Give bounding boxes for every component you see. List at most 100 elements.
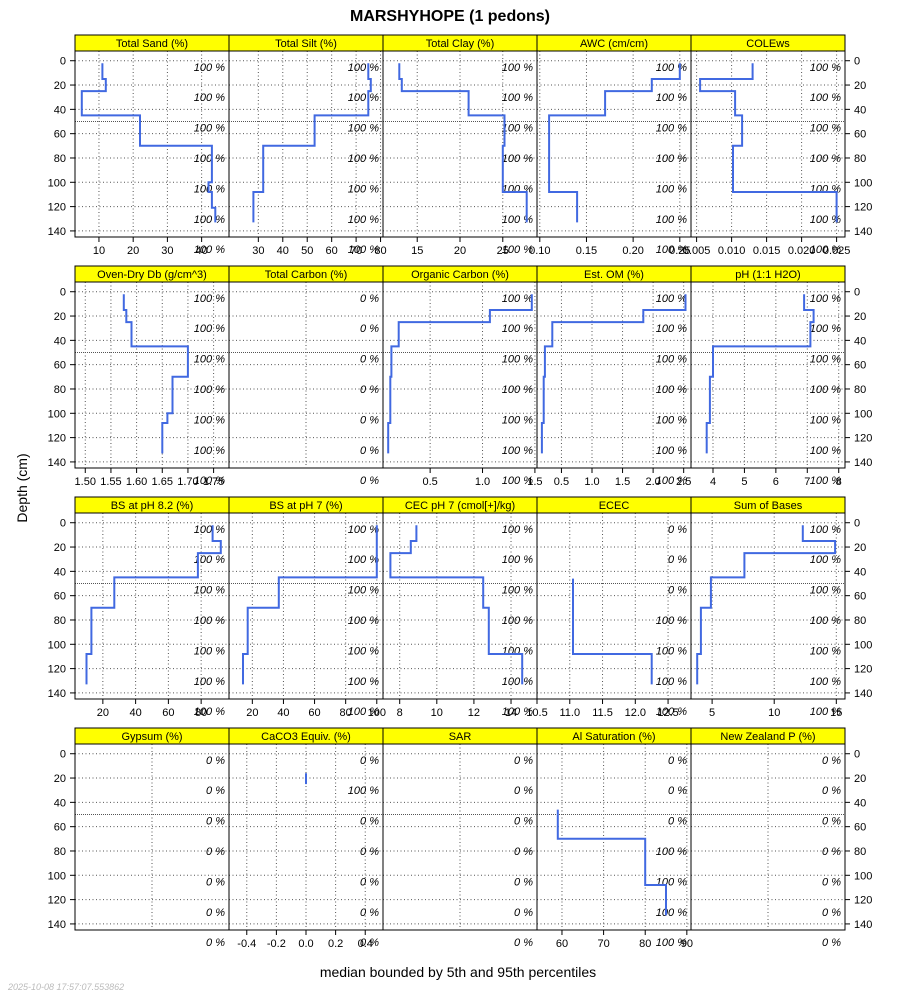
y-axis-title: Depth (cm) — [14, 453, 30, 522]
x-tick-label: 0.025 — [823, 245, 851, 257]
panel-background — [75, 51, 229, 237]
depth-tick-label: 20 — [54, 311, 66, 323]
sample-fraction-label: 100 % — [194, 676, 225, 688]
x-tick-label: 0.5 — [554, 476, 569, 488]
sample-fraction-label: 0 % — [514, 937, 533, 949]
sample-fraction-label: 100 % — [810, 475, 841, 487]
x-tick-label: 15 — [411, 245, 423, 257]
median-profile-line — [85, 525, 222, 685]
depth-tick-label: 0 — [60, 56, 66, 68]
panel-frame — [690, 512, 846, 700]
panel-0: 100 % 100 % 100 % 100 % 100 % 100 % 100 % Total… — [48, 34, 230, 257]
x-tick-label: 80 — [195, 707, 207, 719]
sample-fraction-label: 0 % — [206, 907, 225, 919]
depth-tick-label: 140 — [854, 919, 872, 931]
sample-fraction-label: 100 % — [502, 554, 533, 566]
depth-tick-label: 40 — [854, 566, 866, 578]
median-profile-line — [556, 809, 667, 916]
panel-16: 0 % 100 % 0 % 0 % 0 % 0 % 0 % CaCO3 Equiv. (%) -… — [228, 727, 384, 950]
sample-fraction-label: 100 % — [348, 585, 379, 597]
depth-tick-label: 0 — [854, 56, 860, 68]
panel-9: 100 % 100 % 100 % 100 % 100 % 100 % 100 % pH (1… — [690, 265, 872, 488]
sample-fraction-label: 100 % — [810, 214, 841, 226]
median-profile-line — [80, 63, 217, 223]
median-profile-line — [572, 578, 653, 685]
x-tick-label: 0.20 — [622, 245, 643, 257]
depth-tick-label: 80 — [854, 153, 866, 165]
sample-fraction-label: 100 % — [656, 92, 687, 104]
sample-fraction-label: 0 % — [206, 785, 225, 797]
x-tick-label: 0.020 — [788, 245, 816, 257]
panel-background — [229, 513, 383, 699]
x-tick-label: 5 — [741, 476, 747, 488]
sample-fraction-label: 100 % — [810, 92, 841, 104]
depth-tick-label: 0 — [60, 518, 66, 530]
sample-fraction-label: 100 % — [502, 323, 533, 335]
sample-fraction-label: 100 % — [656, 445, 687, 457]
sample-fraction-label: 100 % — [194, 244, 225, 256]
x-tick-label: 1.55 — [100, 476, 121, 488]
sample-fraction-label: 100 % — [348, 524, 379, 536]
panel-background — [229, 51, 383, 237]
strip-label: Organic Carbon (%) — [411, 269, 509, 281]
x-tick-label: 80 — [639, 938, 651, 950]
sample-fraction-label: 0 % — [514, 846, 533, 858]
x-tick-label: 1.75 — [203, 476, 224, 488]
strip-label: Total Silt (%) — [275, 38, 337, 50]
x-tick-label: 6 — [773, 476, 779, 488]
sample-fraction-label: 100 % — [348, 92, 379, 104]
sample-fraction-label: 100 % — [194, 354, 225, 366]
sample-fraction-label: 100 % — [348, 645, 379, 657]
sample-fraction-label: 100 % — [502, 92, 533, 104]
x-tick-label: 40 — [277, 707, 289, 719]
median-profile-line — [398, 63, 528, 223]
sample-fraction-label: 100 % — [656, 62, 687, 74]
depth-tick-label: 60 — [854, 129, 866, 141]
x-tick-label: 10 — [431, 707, 443, 719]
depth-tick-label: 60 — [854, 822, 866, 834]
panel-grid-lines — [383, 513, 537, 699]
x-tick-label: 0.2 — [328, 938, 343, 950]
panel-1: 100 % 100 % 100 % 100 % 100 % 100 % 100 % Total… — [228, 34, 387, 257]
depth-tick-label: 140 — [48, 688, 66, 700]
x-tick-label: 60 — [162, 707, 174, 719]
depth-tick-label: 80 — [54, 153, 66, 165]
sample-fraction-label: 100 % — [810, 323, 841, 335]
panel-background — [537, 282, 691, 468]
sample-fraction-label: 0 % — [822, 755, 841, 767]
sample-fraction-label: 100 % — [656, 615, 687, 627]
x-tick-label: 12.0 — [625, 707, 646, 719]
sample-fraction-label: 100 % — [502, 445, 533, 457]
panel-grid-lines — [75, 744, 229, 930]
x-tick-label: 70 — [350, 245, 362, 257]
strip-label: pH (1:1 H2O) — [735, 269, 800, 281]
strip-label: Gypsum (%) — [121, 731, 182, 743]
median-profile-line — [705, 294, 815, 454]
sample-fraction-label: 0 % — [206, 846, 225, 858]
x-tick-label: 5 — [709, 707, 715, 719]
median-profile-line — [389, 525, 524, 685]
panel-3: 100 % 100 % 100 % 100 % 100 % 100 % 100 % AWC (… — [529, 34, 692, 257]
sample-fraction-label: 100 % — [348, 62, 379, 74]
panel-2: 100 % 100 % 100 % 100 % 100 % 100 % 100 % Total… — [382, 34, 538, 257]
sample-fraction-label: 100 % — [348, 244, 379, 256]
sample-fraction-label: 100 % — [194, 62, 225, 74]
depth-tick-label: 100 — [48, 870, 66, 882]
strip-label: Total Clay (%) — [426, 38, 494, 50]
panel-background — [691, 513, 845, 699]
depth-tick-label: 20 — [854, 80, 866, 92]
depth-tick-label: 120 — [854, 664, 872, 676]
median-profile-line — [387, 294, 533, 454]
sample-fraction-label: 100 % — [194, 475, 225, 487]
x-tick-label: 8 — [836, 476, 842, 488]
depth-tick-label: 100 — [48, 639, 66, 651]
sample-fraction-label: 0 % — [360, 293, 379, 305]
x-tick-label: 12 — [468, 707, 480, 719]
sample-fraction-label: 100 % — [502, 414, 533, 426]
depth-tick-label: 80 — [54, 384, 66, 396]
sample-fraction-label: 100 % — [194, 706, 225, 718]
sample-fraction-label: 100 % — [656, 676, 687, 688]
depth-tick-label: 60 — [54, 360, 66, 372]
sample-fraction-label: 0 % — [360, 937, 379, 949]
x-tick-label: 25 — [497, 245, 509, 257]
